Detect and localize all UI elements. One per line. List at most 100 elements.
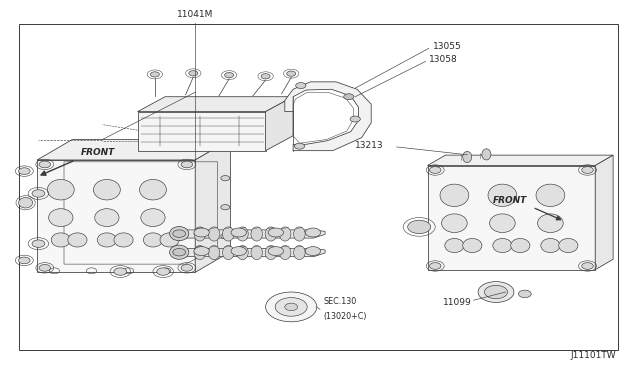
Text: 11099: 11099 <box>443 298 472 307</box>
Circle shape <box>429 167 441 173</box>
Circle shape <box>221 205 230 210</box>
Bar <box>19 24 618 350</box>
Circle shape <box>173 248 186 256</box>
Ellipse shape <box>208 246 220 260</box>
Ellipse shape <box>541 238 560 253</box>
Circle shape <box>32 190 45 197</box>
Ellipse shape <box>463 151 472 163</box>
Ellipse shape <box>538 214 563 232</box>
Ellipse shape <box>93 180 120 200</box>
Ellipse shape <box>208 227 220 241</box>
Circle shape <box>181 161 193 168</box>
Ellipse shape <box>251 227 262 241</box>
Ellipse shape <box>294 227 305 241</box>
Circle shape <box>429 263 441 269</box>
Circle shape <box>194 247 209 256</box>
Circle shape <box>221 234 230 239</box>
Text: J11101TW: J11101TW <box>571 351 616 360</box>
Circle shape <box>268 247 284 256</box>
Ellipse shape <box>19 198 33 208</box>
Polygon shape <box>428 155 613 166</box>
Text: 13055: 13055 <box>433 42 461 51</box>
Text: SEC.130: SEC.130 <box>323 297 356 306</box>
Text: FRONT: FRONT <box>81 148 115 157</box>
Ellipse shape <box>97 233 116 247</box>
Ellipse shape <box>51 233 70 247</box>
Ellipse shape <box>536 184 564 206</box>
Ellipse shape <box>251 246 262 260</box>
Circle shape <box>408 220 431 234</box>
Ellipse shape <box>237 246 248 260</box>
Circle shape <box>173 230 186 237</box>
Circle shape <box>350 116 360 122</box>
Ellipse shape <box>140 180 166 200</box>
Ellipse shape <box>440 184 468 206</box>
Polygon shape <box>179 230 325 238</box>
Circle shape <box>114 268 127 275</box>
Ellipse shape <box>280 227 291 241</box>
Circle shape <box>296 83 306 89</box>
Ellipse shape <box>141 209 165 227</box>
Ellipse shape <box>265 227 276 241</box>
Circle shape <box>287 71 296 76</box>
Ellipse shape <box>95 209 119 227</box>
Polygon shape <box>37 160 195 272</box>
Polygon shape <box>266 97 293 151</box>
Polygon shape <box>138 112 266 151</box>
Ellipse shape <box>463 238 482 253</box>
Circle shape <box>189 71 198 76</box>
Circle shape <box>305 228 321 237</box>
Ellipse shape <box>294 246 305 260</box>
Ellipse shape <box>559 238 578 253</box>
Circle shape <box>266 292 317 322</box>
Circle shape <box>268 228 284 237</box>
Circle shape <box>19 257 30 264</box>
Circle shape <box>285 303 298 311</box>
Ellipse shape <box>237 227 248 241</box>
Ellipse shape <box>490 214 515 232</box>
Ellipse shape <box>170 245 189 259</box>
Polygon shape <box>179 248 325 257</box>
Ellipse shape <box>114 233 133 247</box>
Ellipse shape <box>445 238 464 253</box>
Circle shape <box>181 264 193 271</box>
Circle shape <box>225 73 234 78</box>
Polygon shape <box>595 155 613 270</box>
Circle shape <box>305 247 321 256</box>
Polygon shape <box>138 97 293 112</box>
Circle shape <box>221 176 230 181</box>
Circle shape <box>294 143 305 149</box>
Circle shape <box>39 264 51 271</box>
Polygon shape <box>37 140 230 160</box>
Ellipse shape <box>493 238 512 253</box>
Ellipse shape <box>143 233 163 247</box>
Text: (13020+C): (13020+C) <box>323 312 367 321</box>
Polygon shape <box>195 140 230 272</box>
Circle shape <box>275 298 307 316</box>
Ellipse shape <box>280 246 291 260</box>
Ellipse shape <box>223 227 234 241</box>
Circle shape <box>194 228 209 237</box>
Ellipse shape <box>68 233 87 247</box>
Ellipse shape <box>170 227 189 241</box>
Circle shape <box>344 94 354 100</box>
Ellipse shape <box>194 227 205 241</box>
Ellipse shape <box>442 214 467 232</box>
Circle shape <box>484 285 508 299</box>
Circle shape <box>19 168 30 174</box>
Circle shape <box>32 240 45 247</box>
Text: 11041M: 11041M <box>177 10 213 19</box>
Text: 13058: 13058 <box>429 55 458 64</box>
Circle shape <box>231 228 246 237</box>
Ellipse shape <box>194 246 205 260</box>
Text: FRONT: FRONT <box>493 196 527 205</box>
Circle shape <box>39 161 51 168</box>
Polygon shape <box>428 166 595 270</box>
Circle shape <box>157 268 170 275</box>
Circle shape <box>582 167 593 173</box>
Ellipse shape <box>223 246 234 260</box>
Ellipse shape <box>49 209 73 227</box>
Text: 13213: 13213 <box>355 141 384 150</box>
Ellipse shape <box>488 184 517 206</box>
Circle shape <box>582 263 593 269</box>
